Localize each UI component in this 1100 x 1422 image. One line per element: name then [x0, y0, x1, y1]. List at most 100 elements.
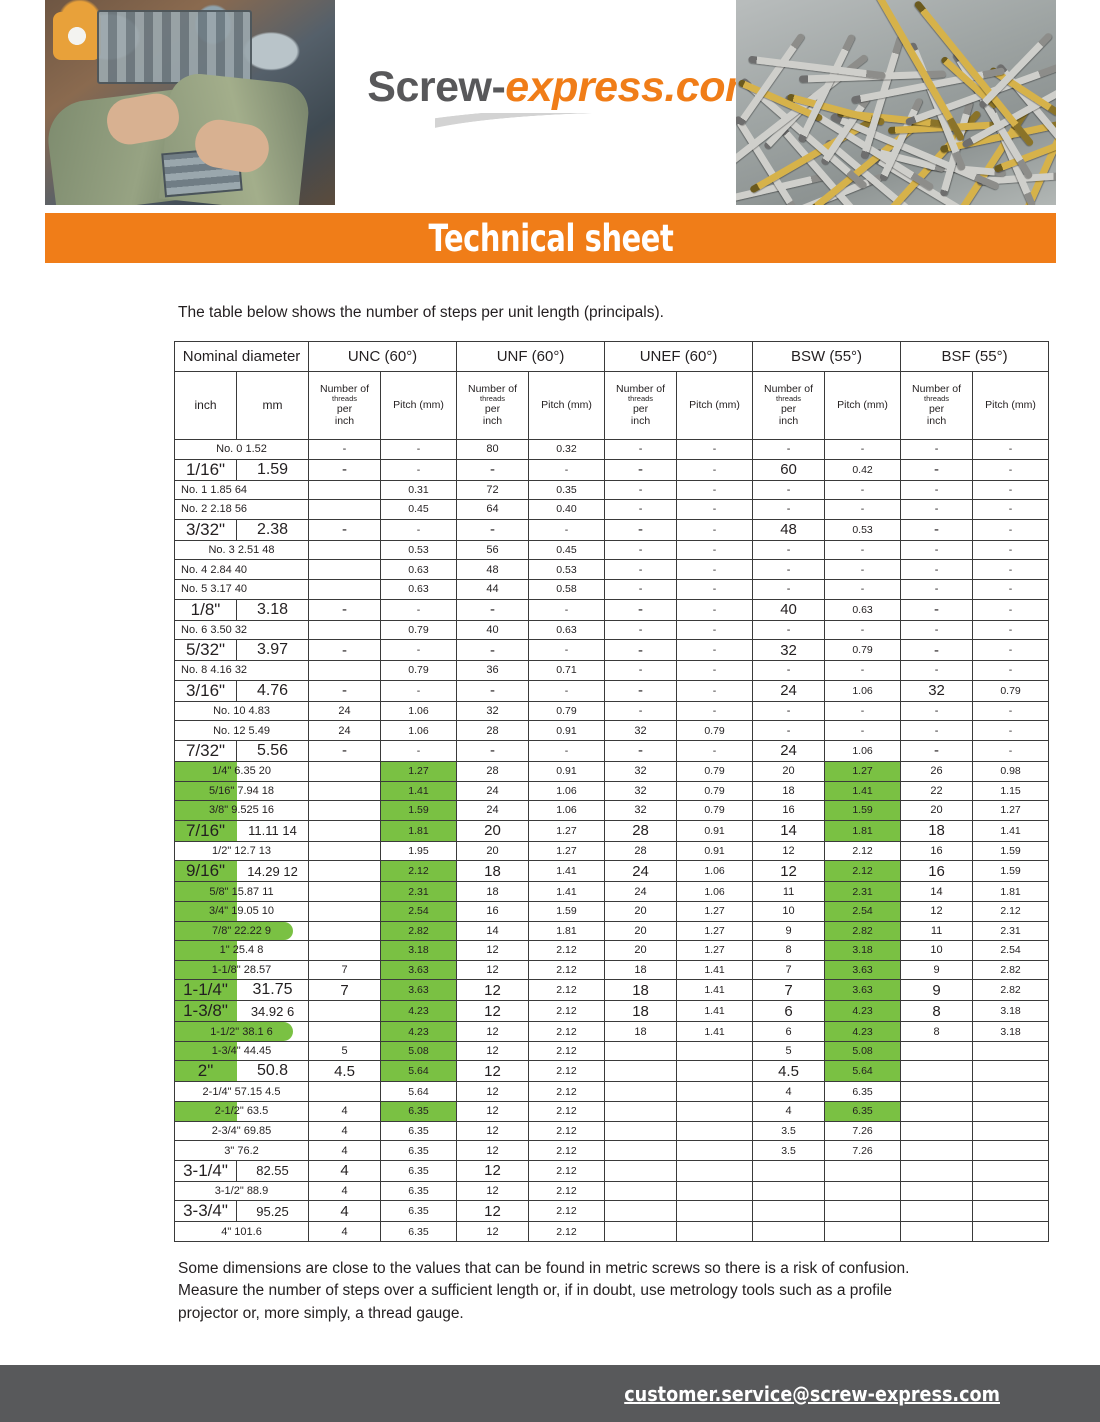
cell-unc-threads-35: 4 — [308, 1140, 382, 1161]
cell-unc-pitch-19: 1.81 — [380, 819, 458, 842]
cell-bsf-pitch-0: - — [972, 439, 1050, 460]
cell-unf-threads-20: 20 — [456, 840, 530, 862]
cell-unc-threads-15: - — [308, 739, 382, 762]
cell-unf-pitch-26: 2.12 — [528, 959, 606, 981]
cell-unf-pitch-5: 0.45 — [528, 539, 606, 561]
cell-bsw-pitch-0: - — [824, 439, 902, 460]
cell-unc-threads-18 — [308, 800, 382, 821]
cell-unc-threads-31: 4.5 — [308, 1060, 382, 1083]
table-row: 1/16" 1.59- - - - - -60 0.42- - — [174, 458, 1050, 481]
thread-spec-table-wrapper: Nominal diameter UNC (60°) UNF (60°) UNE… — [173, 341, 1050, 1243]
cell-nominal-inch-21: 9/16" — [174, 860, 237, 883]
cell-unf-pitch-15: - — [528, 739, 606, 762]
cell-nominal-mm-1: 1.59 — [235, 458, 310, 481]
cell-unf-pitch-3: 0.40 — [528, 499, 606, 520]
cell-unef-pitch-20: 0.91 — [676, 840, 754, 862]
cell-bsw-threads-37 — [752, 1180, 826, 1202]
cell-unc-pitch-15: - — [380, 739, 458, 762]
cell-unf-threads-6: 48 — [456, 559, 530, 580]
cell-unf-pitch-31: 2.12 — [528, 1060, 606, 1083]
cell-bsf-pitch-31 — [972, 1060, 1050, 1083]
cell-unc-pitch-16: 1.27 — [380, 760, 458, 782]
cell-bsw-threads-20: 12 — [752, 840, 826, 862]
table-row: 1" 25.4 8 3.18 12 2.12 20 1.27 8 3.18 10 2.54 — [173, 940, 1050, 961]
table-row: 7/16" 11.11 14 1.81 20 1.27 28 0.91 14 1.81 18 1.4… — [174, 819, 1050, 842]
cell-unc-pitch-13: 1.06 — [380, 700, 458, 722]
cell-nominal-diameter-32: 2-1/4" 57.15 4.5 — [173, 1081, 310, 1103]
cell-unef-pitch-9: - — [676, 619, 754, 641]
cell-bsf-pitch-16: 0.98 — [972, 760, 1050, 782]
cell-nominal-diameter-5: No. 3 2.51 48 — [173, 539, 310, 561]
cell-unf-threads-31: 12 — [456, 1060, 530, 1083]
cell-unc-threads-17 — [308, 780, 382, 802]
table-head: Nominal diameter UNC (60°) UNF (60°) UNE… — [173, 341, 1050, 440]
cell-unf-pitch-6: 0.53 — [528, 559, 606, 580]
cell-bsf-threads-19: 18 — [900, 819, 974, 842]
cell-unf-threads-37: 12 — [456, 1180, 530, 1202]
cell-nominal-diameter-14: No. 12 5.49 — [173, 720, 310, 741]
cell-bsf-pitch-25: 2.54 — [972, 940, 1050, 961]
cell-nominal-inch-38: 3-3/4" — [174, 1200, 237, 1223]
cell-unef-threads-28: 18 — [604, 1000, 678, 1023]
cell-nominal-diameter-30: 1-3/4" 44.45 — [173, 1040, 310, 1062]
cell-nominal-inch-27: 1-1/4" — [174, 979, 237, 1002]
site-logo[interactable]: Screw-express.com — [345, 0, 785, 205]
cell-unc-pitch-6: 0.63 — [380, 559, 458, 580]
cell-nominal-diameter-34: 2-3/4" 69.85 — [173, 1120, 310, 1142]
cell-bsw-pitch-5: - — [824, 539, 902, 561]
cell-unc-threads-23 — [308, 900, 382, 922]
logo-text-accent: express.com — [505, 63, 763, 111]
table-row: 1/8" 3.18- - - - - -40 0.63- - — [174, 598, 1050, 621]
logo-swoosh-icon — [435, 113, 675, 139]
cell-unf-threads-17: 24 — [456, 780, 530, 802]
cell-unef-threads-33 — [604, 1101, 678, 1122]
cell-unc-pitch-2: 0.31 — [380, 479, 458, 501]
cell-nominal-diameter-33: 2-1/2" 63.5 — [173, 1101, 310, 1122]
table-row: 1-1/2" 38.1 6 4.23 12 2.12 18 1.41 6 4.23 8 3.18 — [173, 1021, 1050, 1042]
cell-bsw-pitch-15: 1.06 — [824, 739, 902, 762]
cell-bsw-threads-23: 10 — [752, 900, 826, 922]
cell-unc-pitch-14: 1.06 — [380, 720, 458, 741]
cell-unc-pitch-12: - — [380, 679, 458, 702]
table-sub-header-row: inch mm Number of threads per inch Pitch (mm) N… — [174, 371, 1050, 440]
cell-unef-threads-27: 18 — [604, 979, 678, 1002]
cell-bsf-pitch-33 — [972, 1101, 1050, 1122]
table-row: 1-3/4" 44.45 5 5.08 12 2.12 5 5.08 — [173, 1040, 1050, 1062]
cell-unf-pitch-23: 1.59 — [528, 900, 606, 922]
cell-unf-threads-25: 12 — [456, 940, 530, 961]
cell-nominal-diameter-13: No. 10 4.83 — [173, 700, 310, 722]
table-row: 4" 101.6 4 6.35 12 2.12 — [173, 1221, 1050, 1243]
table-row: 1-1/8" 28.57 7 3.63 12 2.12 18 1.41 7 3.63 9 2.82 — [173, 959, 1050, 981]
cell-unf-threads-13: 32 — [456, 700, 530, 722]
cell-unc-threads-39: 4 — [308, 1221, 382, 1243]
cell-unef-pitch-24: 1.27 — [676, 920, 754, 942]
cell-unf-pitch-37: 2.12 — [528, 1180, 606, 1202]
cell-unf-threads-28: 12 — [456, 1000, 530, 1023]
cell-unef-threads-5: - — [604, 539, 678, 561]
cell-unf-threads-22: 18 — [456, 881, 530, 902]
cell-bsw-pitch-39 — [824, 1221, 902, 1243]
cell-unc-threads-30: 5 — [308, 1040, 382, 1062]
cell-unef-pitch-4: - — [676, 518, 754, 541]
cell-bsf-threads-3: - — [900, 499, 974, 520]
cell-nominal-diameter-26: 1-1/8" 28.57 — [173, 959, 310, 981]
cell-unc-pitch-29: 4.23 — [380, 1021, 458, 1042]
col-group-unc: UNC (60°) — [308, 341, 458, 372]
table-row: No. 0 1.52- -80 0.32- - - - - - — [173, 439, 1050, 460]
cell-unef-threads-11: - — [604, 660, 678, 681]
contact-email-link[interactable]: customer.service@screw-express.com — [624, 1381, 1000, 1406]
cell-unef-threads-14: 32 — [604, 720, 678, 741]
cell-bsw-pitch-37 — [824, 1180, 902, 1202]
cell-bsw-threads-38 — [752, 1200, 826, 1223]
col-header-unf-pitch: Pitch (mm) — [528, 371, 606, 440]
cell-bsf-threads-27: 9 — [900, 979, 974, 1002]
cell-bsf-threads-32 — [900, 1081, 974, 1103]
cell-bsf-threads-12: 32 — [900, 679, 974, 702]
cell-bsw-pitch-31: 5.64 — [824, 1060, 902, 1083]
cell-unf-pitch-20: 1.27 — [528, 840, 606, 862]
table-row: No. 10 4.83 24 1.06 32 0.79- - - - - - — [173, 700, 1050, 722]
table-row: 1/4" 6.35 20 1.27 28 0.91 32 0.79 20 1.27 26 0.98 — [173, 760, 1050, 782]
table-row: No. 12 5.49 24 1.06 28 0.91 32 0.79- - - - — [173, 720, 1050, 741]
cell-bsf-threads-18: 20 — [900, 800, 974, 821]
col-header-unc-pitch: Pitch (mm) — [380, 371, 458, 440]
